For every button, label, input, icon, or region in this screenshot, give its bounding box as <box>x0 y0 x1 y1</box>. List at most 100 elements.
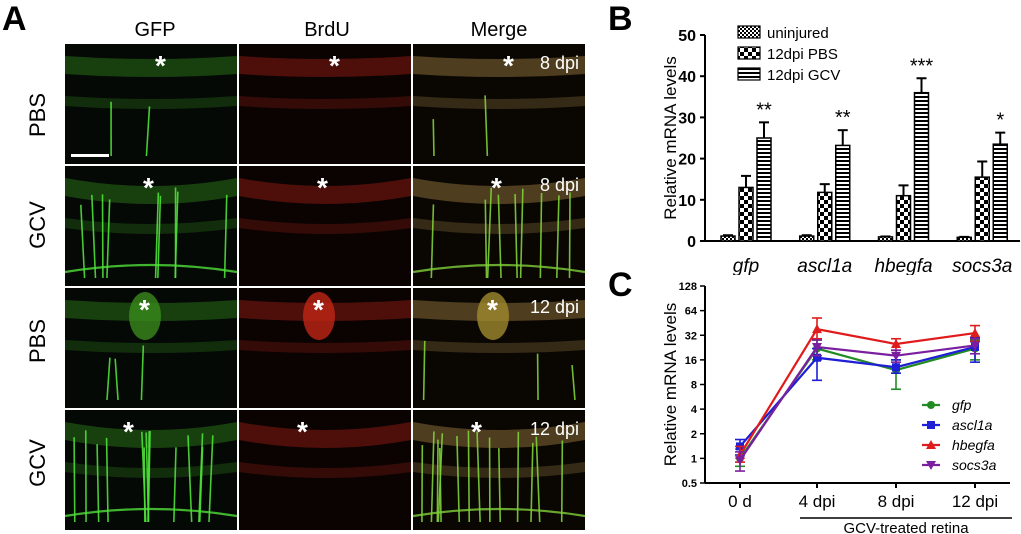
bar-chart: 0 10 20 30 40 50 Relative mRNA levels ** gfp ** as… <box>661 25 1020 275</box>
y-tick-label: 0.5 <box>682 478 697 490</box>
legend-swatch <box>737 46 761 60</box>
bar <box>835 144 851 242</box>
data-point <box>891 339 901 349</box>
series-line <box>739 344 976 461</box>
y-tick-label: 1 <box>691 453 697 465</box>
time-label: 8 dpi <box>539 175 579 195</box>
x-tick-label: 4 dpi <box>799 492 836 511</box>
column-header-brdu: BrdU <box>304 19 350 41</box>
data-point <box>812 342 822 352</box>
row-label-pbs-8dpi: PBS <box>25 92 50 138</box>
data-point <box>927 421 935 429</box>
x-tick-label: 0 d <box>728 492 752 511</box>
y-axis-label: Relative mRNA levels <box>661 303 680 466</box>
micrograph-merge-row4: * 12 dpi <box>413 410 585 530</box>
row-label-gcv-12dpi: GCV <box>25 439 50 487</box>
lesion-marker-star: * <box>313 294 324 325</box>
bar <box>974 176 990 242</box>
micrograph-merge-row3: * 12 dpi <box>413 288 585 408</box>
lesion-marker-star: * <box>123 416 134 447</box>
series-line <box>739 347 976 460</box>
data-point <box>926 461 936 470</box>
micrograph-gfp-row1: * <box>65 44 237 164</box>
bar <box>738 186 754 242</box>
micrograph-brdu-row2: * <box>239 166 411 286</box>
y-tick-label: 16 <box>685 355 697 367</box>
significance-annotation: * <box>996 110 1004 132</box>
y-tick-label: 20 <box>678 152 696 169</box>
micrograph-gfp-row2: * <box>65 166 237 286</box>
legend-swatch <box>737 67 761 81</box>
data-point <box>812 324 822 334</box>
bar <box>913 91 930 242</box>
micrograph-merge-row1: * 8 dpi <box>413 44 585 164</box>
legend-label: gfp <box>952 397 972 413</box>
lesion-marker-star: * <box>155 50 166 81</box>
lesion-marker-star: * <box>297 416 308 447</box>
bar <box>877 236 894 242</box>
y-tick-label: 50 <box>678 28 696 45</box>
micrograph-merge-row2: * 8 dpi <box>413 166 585 286</box>
lesion-marker-star: * <box>317 172 328 203</box>
x-axis-label: GCV-treated retina <box>843 520 969 534</box>
category-label: ascl1a <box>797 256 852 275</box>
bar <box>817 191 833 242</box>
time-label: 12 dpi <box>529 419 579 439</box>
line-chart: 0.5 1 2 4 8 16 32 64 128 Relative mRNA levels 0 d 4… <box>661 281 1012 534</box>
data-point <box>891 351 901 361</box>
data-point <box>970 328 980 338</box>
panel-c-letter: C <box>608 266 633 304</box>
panel-a-letter: A <box>2 0 27 38</box>
y-tick-label: 10 <box>678 193 696 210</box>
data-point <box>970 341 980 351</box>
category-label: socs3a <box>952 256 1012 275</box>
data-point <box>892 363 900 372</box>
y-tick-label: 0 <box>687 234 696 251</box>
data-point <box>927 401 935 409</box>
lesion-marker-star: * <box>503 50 514 81</box>
y-tick-label: 64 <box>685 306 698 318</box>
legend-label: 12dpi GCV <box>767 67 840 84</box>
x-tick-label: 8 dpi <box>878 492 915 511</box>
series-line <box>739 327 976 456</box>
bar <box>895 194 912 242</box>
micrograph-brdu-row3: * <box>239 288 411 408</box>
y-tick-label: 8 <box>691 380 697 392</box>
micrograph-brdu-row4: * <box>239 410 411 530</box>
scale-bar <box>71 154 109 157</box>
x-tick-label: 12 dpi <box>952 492 998 511</box>
legend-label: ascl1a <box>952 417 993 433</box>
bar <box>720 235 736 242</box>
category-label: gfp <box>733 256 759 275</box>
row-label-gcv-8dpi: GCV <box>25 201 50 249</box>
lesion-marker-star: * <box>491 172 502 203</box>
y-tick-label: 2 <box>691 429 697 441</box>
micrograph-brdu-row1: * <box>239 44 411 164</box>
data-point <box>813 353 821 362</box>
micrograph-gfp-row4: * <box>65 410 237 530</box>
bar <box>992 143 1008 242</box>
column-header-merge: Merge <box>470 19 528 41</box>
lesion-marker-star: * <box>139 294 150 325</box>
y-tick-label: 4 <box>691 404 698 416</box>
y-tick-label: 32 <box>685 330 697 342</box>
y-tick-label: 128 <box>679 281 697 293</box>
significance-annotation: ** <box>756 99 772 121</box>
lesion-marker-star: * <box>471 416 482 447</box>
lesion-marker-star: * <box>487 294 498 325</box>
lesion-marker-star: * <box>143 172 154 203</box>
significance-annotation: ** <box>835 107 851 129</box>
legend-label: socs3a <box>952 457 997 473</box>
panel-b-letter: B <box>608 0 633 38</box>
data-point <box>926 440 936 449</box>
legend-label: hbegfa <box>952 437 995 453</box>
y-tick-label: 30 <box>678 110 696 127</box>
significance-annotation: *** <box>910 55 934 77</box>
column-header-gfp: GFP <box>134 19 176 41</box>
bar <box>799 235 815 242</box>
micrograph-gfp-row3: * <box>65 288 237 408</box>
legend-swatch <box>737 25 761 39</box>
time-label: 12 dpi <box>529 297 579 317</box>
row-label-pbs-12dpi: PBS <box>25 318 50 364</box>
data-point <box>735 456 745 466</box>
